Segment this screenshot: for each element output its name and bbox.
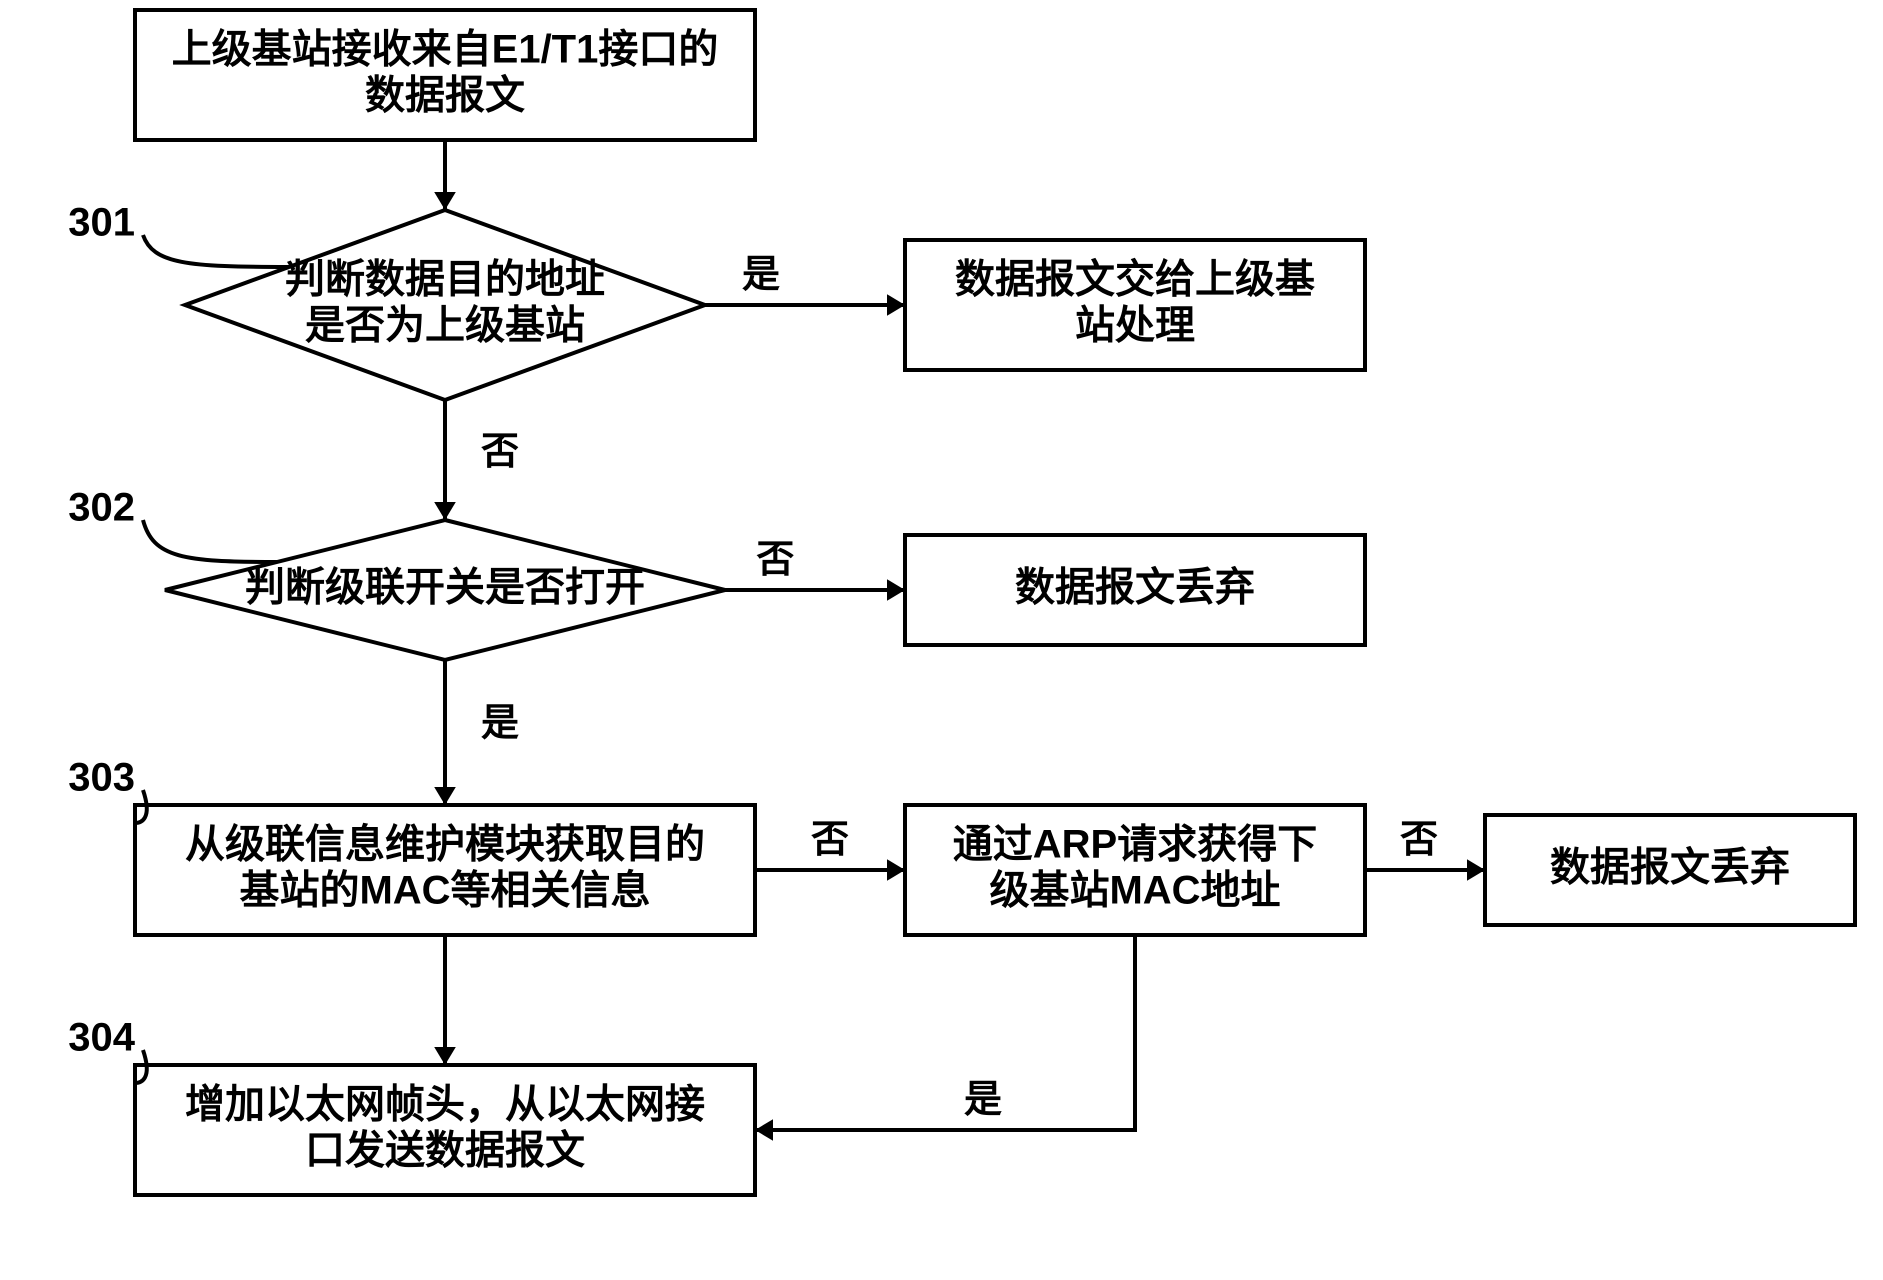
node-text: 基站的MAC等相关信息: [239, 869, 650, 913]
flow-node-n_drop2: 数据报文丢弃: [1485, 815, 1855, 925]
node-text: 从级联信息维护模块获取目的: [185, 823, 705, 867]
flow-node-n_upper: 数据报文交给上级基站处理: [905, 240, 1365, 370]
node-text: 数据报文: [365, 74, 525, 118]
node-text: 判断数据目的地址: [285, 258, 605, 302]
edge-label: 否: [756, 539, 794, 581]
arrow-head: [887, 859, 905, 881]
edge-label: 否: [811, 819, 849, 861]
arrow-head: [1467, 859, 1485, 881]
edge-label: 否: [1400, 819, 1438, 861]
step-label: 302: [68, 486, 135, 530]
step-label: 301: [68, 201, 135, 245]
arrow-head: [434, 1047, 456, 1065]
arrow-head: [887, 294, 905, 316]
nodes-layer: 上级基站接收来自E1/T1接口的数据报文判断数据目的地址是否为上级基站 数据报文交…: [135, 10, 1855, 1195]
arrow-head: [434, 502, 456, 520]
node-text: 通过ARP请求获得下: [953, 823, 1317, 867]
node-text: 口发送数据报文: [305, 1129, 585, 1173]
flow-node-n_send: 增加以太网帧头，从以太网接口发送数据报文: [135, 1065, 755, 1195]
flow-node-n_d2: 判断级联开关是否打开: [165, 520, 725, 660]
node-text: 级基站MAC地址: [989, 869, 1280, 913]
node-text: 是否为上级基站: [305, 304, 585, 348]
arrow-head: [434, 787, 456, 805]
arrow-head: [434, 192, 456, 210]
step-label: 304: [68, 1016, 135, 1060]
flow-node-n_drop1: 数据报文丢弃: [905, 535, 1365, 645]
flow-node-n_getmac: 从级联信息维护模块获取目的基站的MAC等相关信息: [135, 805, 755, 935]
arrow-head: [887, 579, 905, 601]
node-text: 数据报文交给上级基: [955, 258, 1315, 302]
step-label-connector: [143, 235, 289, 267]
flow-node-n_start: 上级基站接收来自E1/T1接口的数据报文: [135, 10, 755, 140]
edge-label: 是: [742, 254, 780, 296]
node-text: 判断级联开关是否打开: [245, 566, 645, 610]
node-text: 数据报文丢弃: [1015, 566, 1255, 610]
step-label-connector: [143, 520, 277, 562]
node-text: 上级基站接收来自E1/T1接口的: [172, 28, 719, 72]
flow-node-n_d1: 判断数据目的地址是否为上级基站: [185, 210, 705, 400]
step-label: 303: [68, 756, 135, 800]
edge-label: 是: [481, 702, 519, 744]
node-text: 增加以太网帧头，从以太网接: [185, 1083, 705, 1127]
edge-label: 否: [481, 431, 519, 473]
edge-label: 是: [964, 1079, 1002, 1121]
node-text: 站处理: [1075, 304, 1195, 348]
edge: [755, 935, 1135, 1130]
node-text: 数据报文丢弃: [1550, 846, 1790, 890]
arrow-head: [755, 1119, 773, 1141]
flowchart-canvas: 是否否是否否是上级基站接收来自E1/T1接口的数据报文判断数据目的地址是否为上级…: [0, 0, 1883, 1280]
flow-node-n_arp: 通过ARP请求获得下级基站MAC地址: [905, 805, 1365, 935]
